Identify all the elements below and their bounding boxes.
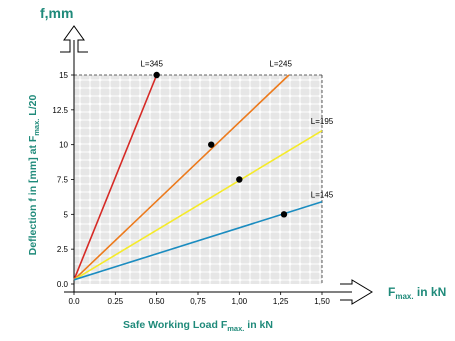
y-axis-title: f,mm <box>40 5 73 21</box>
series-line-L-145 <box>73 201 323 281</box>
series-label: L=345 <box>140 60 163 69</box>
data-point <box>153 71 160 79</box>
series-lines <box>73 74 323 281</box>
y-axis-label: Deflection f in [mm] at Fmax. L/20 <box>27 95 41 256</box>
y-axis-arrow <box>60 25 88 53</box>
grid-background <box>74 75 322 284</box>
x-axis-label: Safe Working Load Fmax. in kN <box>123 319 273 333</box>
y-tick-label: 10 <box>59 141 68 150</box>
x-tick-label: 0.25 <box>108 297 124 306</box>
y-tick-label: 2.5 <box>57 245 69 254</box>
y-tick-label: 5 <box>64 210 69 219</box>
data-point <box>236 176 243 183</box>
axes <box>60 25 373 305</box>
y-tick-label: 7.5 <box>57 176 69 185</box>
plot-grid <box>74 74 323 284</box>
x-tick-label: 0.0 <box>68 297 80 306</box>
x-tick-label: 1,25 <box>273 297 289 306</box>
data-point <box>280 211 288 218</box>
series-label: L=245 <box>269 60 292 69</box>
y-tick-label: 15 <box>59 71 68 80</box>
series-label: L=195 <box>311 117 334 126</box>
data-point <box>208 141 215 148</box>
x-axis-arrow <box>340 279 373 305</box>
y-tick-label: 12.5 <box>52 106 68 115</box>
x-tick-label: 0.50 <box>149 297 165 306</box>
x-tick-label: 1,50 <box>314 297 330 306</box>
series-label: L=145 <box>311 191 334 200</box>
chart-text: 0.0 2.5 5 7.5 10 12.5 15 0.0 0.25 0.50 0,75 1,00 1,2… <box>27 5 446 333</box>
data-points <box>153 71 288 218</box>
x-axis-title: Fmax. in kN <box>388 285 446 301</box>
series-line-L-195 <box>73 130 323 281</box>
x-tick-label: 0,75 <box>190 297 206 306</box>
x-tick-label: 1,00 <box>232 297 248 306</box>
series-line-L-245 <box>73 74 290 281</box>
series-line-L-345 <box>73 74 158 281</box>
y-tick-label: 0.0 <box>57 280 69 289</box>
